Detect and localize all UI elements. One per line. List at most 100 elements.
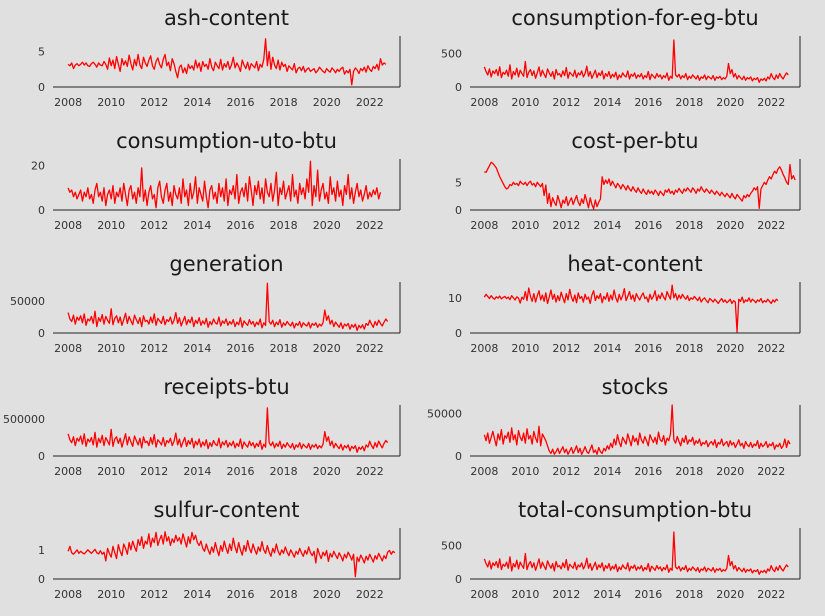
x-tick-label: 2010 <box>511 588 539 601</box>
series-line <box>483 404 791 455</box>
x-tick-label: 2014 <box>183 342 211 355</box>
x-tick-label: 2022 <box>757 219 785 232</box>
x-tick-label: 2014 <box>593 588 621 601</box>
x-tick-label: 2022 <box>356 96 384 109</box>
x-tick-label: 2010 <box>511 219 539 232</box>
x-tick-label: 2022 <box>356 219 384 232</box>
x-tick-label: 2010 <box>97 96 125 109</box>
chart-title: ash-content <box>164 6 289 30</box>
x-tick-label: 2016 <box>634 96 662 109</box>
x-tick-label: 2012 <box>552 342 580 355</box>
y-tick-label: 0 <box>455 327 462 340</box>
x-tick-label: 2014 <box>593 465 621 478</box>
x-tick-label: 2008 <box>54 219 82 232</box>
x-tick-label: 2020 <box>313 219 341 232</box>
x-tick-label: 2020 <box>716 588 744 601</box>
x-tick-label: 2008 <box>54 465 82 478</box>
chart-title: sulfur-content <box>153 498 299 522</box>
x-tick-label: 2008 <box>54 96 82 109</box>
x-tick-label: 2014 <box>593 96 621 109</box>
x-tick-label: 2016 <box>227 96 255 109</box>
x-tick-label: 2020 <box>716 219 744 232</box>
chart-title: total-consumption-btu <box>518 498 752 522</box>
y-tick-label: 500 <box>441 47 462 60</box>
x-tick-label: 2012 <box>140 588 168 601</box>
x-tick-label: 2018 <box>675 96 703 109</box>
y-tick-label: 1 <box>38 544 45 557</box>
x-tick-label: 2022 <box>757 588 785 601</box>
x-tick-label: 2016 <box>227 465 255 478</box>
y-tick-label: 0 <box>38 573 45 586</box>
chart-title: consumption-for-eg-btu <box>511 6 758 30</box>
chart-title: stocks <box>602 375 669 399</box>
x-tick-label: 2014 <box>183 588 211 601</box>
x-tick-label: 2012 <box>140 465 168 478</box>
x-tick-label: 2008 <box>470 588 498 601</box>
x-tick-label: 2022 <box>356 342 384 355</box>
chart-panel-ash-content: ash-content 2008 2010 2012 2014 2016 2018 2020 2… <box>38 6 401 109</box>
chart-title: cost-per-btu <box>571 129 698 153</box>
chart-panel-receipts-btu: receipts-btu 2008 2010 2012 2014 2016 2018 2020… <box>3 375 401 478</box>
x-tick-label: 2010 <box>511 342 539 355</box>
y-tick-label: 0 <box>455 204 462 217</box>
chart-panel-cost-per-btu: cost-per-btu 2008 2010 2012 2014 2016 2018 2020… <box>455 129 801 232</box>
y-tick-label: 0 <box>38 327 45 340</box>
y-tick-label: 10 <box>448 292 462 305</box>
y-tick-label: 0 <box>38 450 45 463</box>
x-tick-label: 2018 <box>270 342 298 355</box>
y-tick-label: 20 <box>31 160 45 173</box>
series-line <box>67 38 387 86</box>
y-tick-label: 0 <box>38 204 45 217</box>
chart-panel-sulfur-content: sulfur-content 2008 2010 2012 2014 2016 2018 20… <box>38 498 401 601</box>
series-line <box>67 282 389 332</box>
y-tick-label: 50000 <box>10 295 45 308</box>
x-tick-label: 2012 <box>552 588 580 601</box>
x-tick-label: 2020 <box>313 96 341 109</box>
x-tick-label: 2008 <box>470 342 498 355</box>
x-tick-label: 2008 <box>54 588 82 601</box>
x-tick-label: 2008 <box>54 342 82 355</box>
x-tick-label: 2020 <box>313 342 341 355</box>
y-tick-label: 500000 <box>3 413 45 426</box>
x-tick-label: 2014 <box>183 219 211 232</box>
x-tick-label: 2016 <box>634 588 662 601</box>
x-tick-label: 2020 <box>313 465 341 478</box>
x-tick-label: 2012 <box>140 342 168 355</box>
y-tick-label: 5 <box>38 46 45 59</box>
series-line <box>484 161 796 210</box>
series-line <box>67 407 389 453</box>
x-tick-label: 2020 <box>716 96 744 109</box>
chart-panel-consumption-for-eg-btu: consumption-for-eg-btu 2008 2010 2012 2014 20… <box>441 6 801 109</box>
x-tick-label: 2018 <box>675 465 703 478</box>
series-line <box>483 284 779 333</box>
x-tick-label: 2016 <box>634 342 662 355</box>
x-tick-label: 2020 <box>313 588 341 601</box>
x-tick-label: 2010 <box>97 342 125 355</box>
x-tick-label: 2012 <box>552 219 580 232</box>
x-tick-label: 2022 <box>757 342 785 355</box>
series-line <box>483 39 789 83</box>
y-tick-label: 0 <box>455 450 462 463</box>
y-tick-label: 50000 <box>427 408 462 421</box>
chart-panel-consumption-uto-btu: consumption-uto-btu 2008 2010 2012 2014 2016 2… <box>31 129 401 232</box>
chart-panel-total-consumption-btu: total-consumption-btu 2008 2010 2012 2014 201… <box>441 498 801 601</box>
y-tick-label: 0 <box>455 573 462 586</box>
chart-panel-generation: generation 2008 2010 2012 2014 2016 2018 2020 20… <box>10 252 401 355</box>
x-tick-label: 2016 <box>634 465 662 478</box>
x-tick-label: 2018 <box>270 96 298 109</box>
x-tick-label: 2012 <box>140 96 168 109</box>
chart-title: receipts-btu <box>163 375 289 399</box>
series-line <box>67 531 396 578</box>
x-tick-label: 2016 <box>227 219 255 232</box>
x-tick-label: 2012 <box>552 465 580 478</box>
x-tick-label: 2018 <box>270 219 298 232</box>
series-line <box>67 160 382 209</box>
x-tick-label: 2012 <box>140 219 168 232</box>
x-tick-label: 2022 <box>356 465 384 478</box>
x-tick-label: 2008 <box>470 219 498 232</box>
y-tick-label: 0 <box>455 81 462 94</box>
x-tick-label: 2022 <box>757 96 785 109</box>
y-tick-label: 5 <box>455 176 462 189</box>
y-tick-label: 0 <box>38 81 45 94</box>
